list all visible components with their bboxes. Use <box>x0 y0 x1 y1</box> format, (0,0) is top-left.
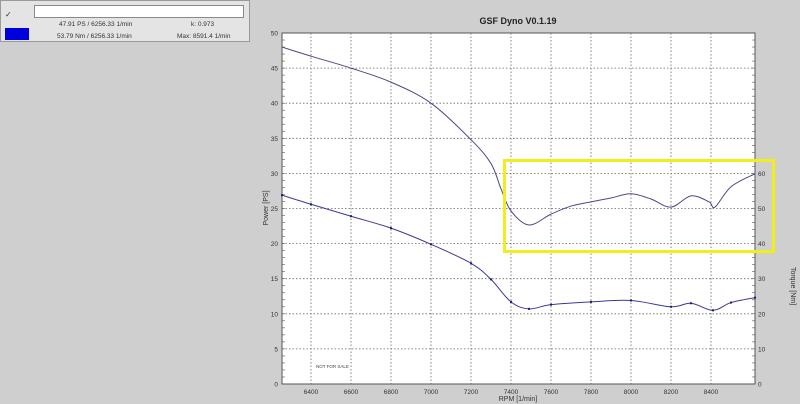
data-series <box>281 46 756 312</box>
data-point <box>630 299 632 302</box>
watermark: NOT FOR SALE <box>316 364 349 369</box>
chart-title: GSF Dyno V0.1.19 <box>479 16 556 26</box>
data-point <box>670 305 672 308</box>
y2-tick-label: 0 <box>758 382 762 389</box>
y-tick-label: 10 <box>271 311 279 318</box>
x-tick-label: 6800 <box>384 389 399 396</box>
y-axis-label: Power [PS] <box>263 190 270 225</box>
axis-ticks: 6400 6600 6800 7000 7200 7400 7600 7800 8000 8200… <box>271 31 766 397</box>
data-point <box>350 215 352 218</box>
visibility-checkbox[interactable]: ✓ <box>5 10 12 19</box>
x-tick-label: 8000 <box>624 389 639 396</box>
x-tick-label: 7600 <box>544 389 559 396</box>
y2-tick-label: 10 <box>758 346 766 353</box>
x-tick-label: 6400 <box>304 389 319 396</box>
y-tick-label: 30 <box>271 171 279 178</box>
data-point <box>470 262 472 265</box>
data-point <box>590 300 592 303</box>
power-reading: 47.91 PS / 6256.33 1/min <box>59 21 133 28</box>
y-tick-label: 40 <box>271 101 279 108</box>
y-tick-label: 0 <box>274 382 278 389</box>
y2-tick-label: 20 <box>758 311 766 318</box>
y-tick-label: 5 <box>274 346 278 353</box>
x-tick-label: 7000 <box>424 389 439 396</box>
y-tick-label: 45 <box>271 66 279 73</box>
y-tick-label: 15 <box>271 276 279 283</box>
x-tick-label: 6600 <box>344 389 359 396</box>
y-tick-label: 35 <box>271 136 279 143</box>
run-name-field[interactable] <box>34 5 244 18</box>
y2-tick-label: 60 <box>758 171 766 178</box>
x-tick-label: 8200 <box>664 389 679 396</box>
data-point <box>712 309 714 312</box>
plot-area <box>281 32 756 385</box>
data-point <box>754 296 756 299</box>
x-tick-label: 7800 <box>584 389 599 396</box>
data-point <box>490 278 492 281</box>
y-tick-label: 20 <box>271 241 279 248</box>
data-point <box>550 303 552 306</box>
data-point <box>310 203 312 206</box>
y2-tick-label: 30 <box>758 276 766 283</box>
legend-panel: ✓ 47.91 PS / 6256.33 1/min 53.79 Nm / 62… <box>0 0 250 42</box>
data-point <box>430 243 432 246</box>
data-point <box>528 307 530 310</box>
data-point <box>510 300 512 303</box>
y2-axis-label: Torque [Nm] <box>789 267 796 305</box>
data-point <box>730 301 732 304</box>
torque-reading: 53.79 Nm / 6256.33 1/min <box>57 33 132 40</box>
k-value: k: 0.973 <box>191 21 215 28</box>
series-line <box>281 46 756 226</box>
x-tick-label: 7200 <box>464 389 479 396</box>
x-axis-label: RPM [1/min] <box>499 396 538 403</box>
x-tick-label: 8400 <box>704 389 719 396</box>
max-rpm: Max: 8591.4 1/min <box>177 33 231 40</box>
y2-tick-label: 50 <box>758 206 766 213</box>
series-color-swatch[interactable] <box>5 28 29 40</box>
data-point <box>690 302 692 305</box>
y-tick-label: 50 <box>271 31 279 38</box>
x-tick-label: 7400 <box>504 389 519 396</box>
grid-lines <box>282 33 755 384</box>
data-point <box>390 227 392 230</box>
y2-tick-label: 40 <box>758 241 766 248</box>
y-tick-label: 25 <box>271 206 279 213</box>
data-point <box>281 194 283 197</box>
